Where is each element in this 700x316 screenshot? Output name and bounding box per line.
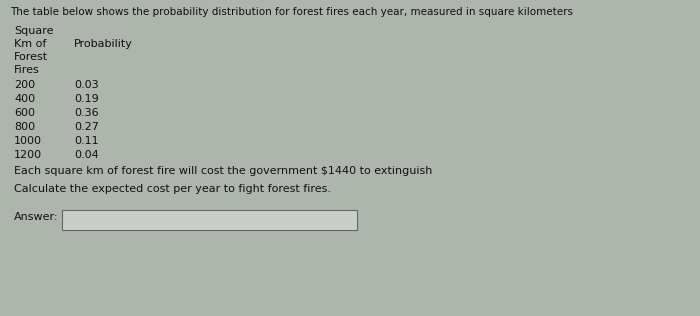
- Text: 0.03: 0.03: [74, 80, 99, 90]
- Text: Km of: Km of: [14, 39, 46, 49]
- Text: 400: 400: [14, 94, 35, 104]
- Text: Forest: Forest: [14, 52, 48, 62]
- Text: 0.27: 0.27: [74, 122, 99, 132]
- Text: Probability: Probability: [74, 39, 133, 49]
- Text: 1000: 1000: [14, 136, 42, 146]
- Text: Answer:: Answer:: [14, 212, 59, 222]
- Text: Fires: Fires: [14, 65, 40, 75]
- Text: 800: 800: [14, 122, 35, 132]
- Text: Each square km of forest fire will cost the government $1440 to extinguish: Each square km of forest fire will cost …: [14, 166, 433, 176]
- Text: 0.04: 0.04: [74, 150, 99, 160]
- Text: 600: 600: [14, 108, 35, 118]
- Text: 0.19: 0.19: [74, 94, 99, 104]
- Text: 200: 200: [14, 80, 35, 90]
- Text: Calculate the expected cost per year to fight forest fires.: Calculate the expected cost per year to …: [14, 184, 331, 194]
- Text: 1200: 1200: [14, 150, 42, 160]
- Text: 0.36: 0.36: [74, 108, 99, 118]
- Text: 0.11: 0.11: [74, 136, 99, 146]
- Text: Square: Square: [14, 26, 53, 36]
- Text: The table below shows the probability distribution for forest fires each year, m: The table below shows the probability di…: [10, 7, 573, 17]
